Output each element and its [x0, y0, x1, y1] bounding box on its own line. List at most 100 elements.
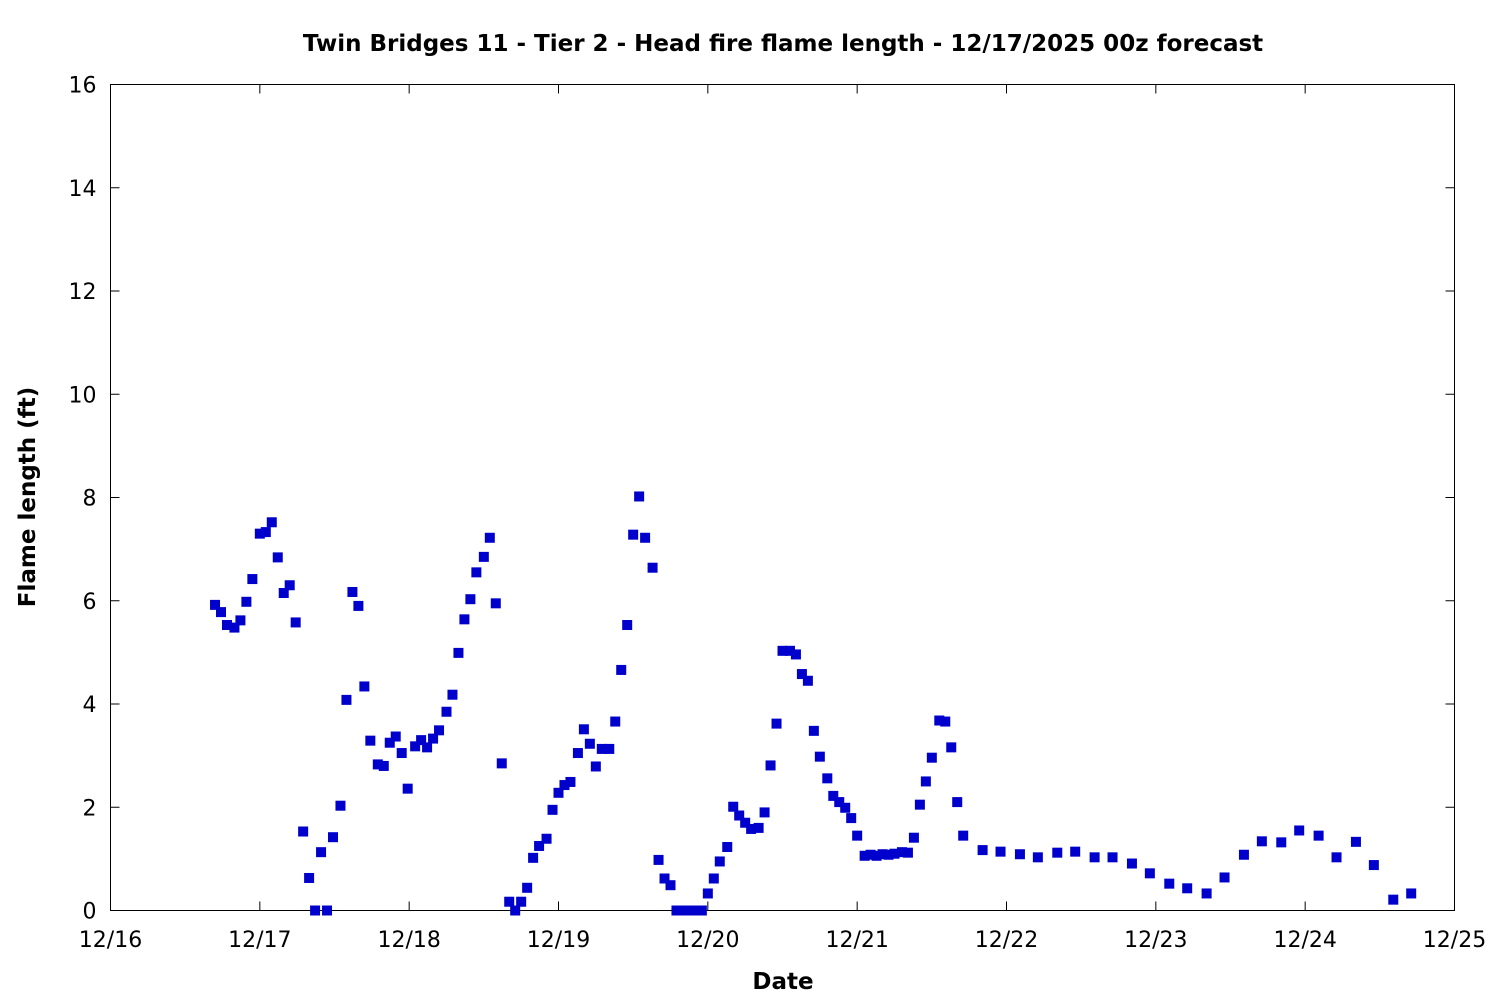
data-point	[1368, 860, 1379, 871]
data-point	[322, 905, 333, 916]
data-point	[428, 733, 439, 744]
data-point	[390, 731, 401, 742]
data-point	[490, 598, 501, 609]
data-point	[284, 580, 295, 591]
data-point	[877, 849, 888, 860]
data-point	[316, 847, 327, 858]
data-point	[1164, 878, 1175, 889]
data-point	[578, 724, 589, 735]
data-point	[516, 896, 527, 907]
data-point	[365, 735, 376, 746]
data-point	[278, 588, 289, 599]
data-point	[260, 527, 271, 538]
data-point	[934, 715, 945, 726]
data-point	[840, 802, 851, 813]
data-point	[952, 797, 963, 808]
data-point	[977, 845, 988, 856]
data-point	[622, 620, 633, 631]
data-point	[696, 905, 707, 916]
data-point	[995, 846, 1006, 857]
data-point	[708, 873, 719, 884]
data-point	[1219, 872, 1230, 883]
data-point	[908, 832, 919, 843]
data-point	[822, 773, 833, 784]
y-tick-label: 4	[83, 693, 97, 718]
data-point	[753, 822, 764, 833]
data-point	[347, 586, 358, 597]
data-point	[510, 905, 521, 916]
data-points	[210, 491, 1417, 916]
data-point	[734, 810, 745, 821]
data-point	[722, 842, 733, 853]
data-point	[1256, 836, 1267, 847]
data-point	[341, 694, 352, 705]
data-point	[883, 849, 894, 860]
data-point	[565, 776, 576, 787]
data-point	[1107, 852, 1118, 863]
data-point	[1144, 868, 1155, 879]
data-point	[746, 823, 757, 834]
data-point	[304, 872, 315, 883]
data-point	[216, 607, 227, 618]
data-point	[640, 532, 651, 543]
x-tick-label: 12/16	[79, 928, 142, 953]
data-point	[1052, 847, 1063, 858]
data-point	[353, 600, 364, 611]
data-point	[702, 888, 713, 899]
data-point	[1089, 852, 1100, 863]
data-point	[846, 813, 857, 824]
x-axis: 12/16 12/17 12/18 12/19 12/20 12/21 12/22 12/23…	[79, 84, 1486, 953]
data-point	[553, 787, 564, 798]
data-point	[396, 748, 407, 759]
data-point	[777, 645, 788, 656]
data-point	[310, 905, 321, 916]
data-point	[528, 852, 539, 863]
data-point	[1070, 846, 1081, 857]
data-point	[1313, 830, 1324, 841]
data-point	[958, 830, 969, 841]
data-point	[241, 596, 252, 607]
data-point	[1388, 894, 1399, 905]
data-point	[465, 594, 476, 605]
data-point	[434, 725, 445, 736]
data-point	[940, 716, 951, 727]
data-point	[790, 649, 801, 660]
data-point	[946, 742, 957, 753]
data-point	[634, 491, 645, 502]
data-point	[647, 562, 658, 573]
y-tick-label: 2	[83, 796, 97, 821]
data-point	[1014, 849, 1025, 860]
data-point	[504, 896, 515, 907]
x-tick-label: 12/25	[1423, 928, 1486, 953]
x-tick-label: 12/23	[1124, 928, 1187, 953]
data-point	[335, 800, 346, 811]
x-tick-label: 12/18	[377, 928, 440, 953]
data-point	[902, 847, 913, 858]
data-point	[359, 681, 370, 692]
x-tick-label: 12/17	[228, 928, 291, 953]
data-point	[896, 847, 907, 858]
x-tick-label: 12/21	[825, 928, 888, 953]
y-tick-label: 12	[69, 280, 97, 305]
data-point	[266, 517, 277, 528]
data-point	[1406, 888, 1417, 899]
data-point	[584, 738, 595, 749]
data-point	[610, 716, 621, 727]
data-point	[659, 873, 670, 884]
y-axis: 0 2 4 6 8 10 12 14 16	[69, 74, 1455, 925]
x-tick-label: 12/24	[1273, 928, 1336, 953]
data-point	[210, 599, 221, 610]
data-point	[808, 725, 819, 736]
data-point	[254, 528, 265, 539]
data-point	[765, 760, 776, 771]
data-point	[1350, 836, 1361, 847]
data-point	[402, 783, 413, 794]
data-point	[1182, 883, 1193, 894]
data-point	[422, 742, 433, 753]
data-point	[653, 854, 664, 865]
data-point	[298, 826, 309, 837]
data-point	[714, 856, 725, 867]
data-point	[547, 804, 558, 815]
x-tick-label: 12/22	[975, 928, 1038, 953]
